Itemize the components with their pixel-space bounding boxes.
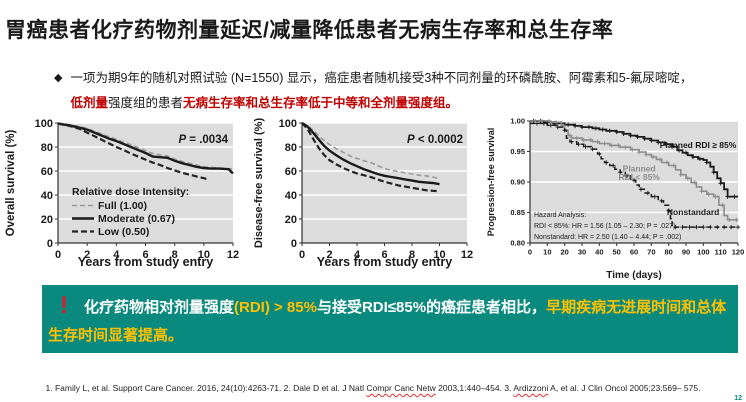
svg-text:0: 0 [47,238,53,250]
svg-text:80: 80 [664,248,672,257]
svg-text:Relative dose Intensity:: Relative dose Intensity: [72,186,189,198]
svg-text:20: 20 [560,248,568,257]
key-message-banner: ! 化疗药物相对剂量强度(RDI) > 85%与接受RDI≤85%的癌症患者相比，… [42,285,738,353]
text-segment: 强度组的患者 [107,96,183,110]
svg-text:8: 8 [172,249,178,261]
svg-text:Nonstandard: Nonstandard [667,207,719,217]
svg-text:12: 12 [461,249,473,261]
text-segment: 一项为期9年的随机对照试验 (N=1550) 显示，癌症患者随机接受3种不同剂量… [70,71,693,85]
banner-text: ! 化疗药物相对剂量强度(RDI) > 85%与接受RDI≤85%的癌症患者相比，… [48,291,728,350]
svg-text:0.95: 0.95 [510,147,525,156]
svg-text:Hazard Analysis:: Hazard Analysis: [534,212,586,219]
svg-text:0.85: 0.85 [510,208,525,217]
svg-text:40: 40 [285,190,297,202]
svg-text:0.80: 0.80 [510,239,525,248]
bullet-text: 一项为期9年的随机对照试验 (N=1550) 显示，癌症患者随机接受3种不同剂量… [70,66,692,116]
svg-text:Low (0.50): Low (0.50) [98,226,149,238]
text-segment: 低剂量 [70,96,108,110]
exclamation-icon: ! [60,292,68,319]
svg-text:Time (days): Time (days) [606,270,661,281]
svg-text:20: 20 [41,214,53,226]
svg-text:20: 20 [285,214,297,226]
svg-text:Years from study entry: Years from study entry [78,255,214,269]
svg-text:0: 0 [299,249,305,261]
svg-text:Moderate (0.67): Moderate (0.67) [98,213,175,225]
svg-text:100: 100 [35,118,53,130]
svg-text:6: 6 [381,249,387,261]
svg-text:110: 110 [715,248,727,257]
svg-text:0: 0 [528,248,532,257]
svg-text:10: 10 [198,249,210,261]
svg-text:120: 120 [732,248,745,257]
svg-text:100: 100 [697,248,710,257]
svg-text:40: 40 [595,248,603,257]
svg-text:P < 0.0002: P < 0.0002 [407,134,463,146]
svg-text:90: 90 [682,248,690,257]
svg-text:60: 60 [285,166,297,178]
svg-text:Planned: Planned [623,164,656,174]
svg-text:70: 70 [647,248,655,257]
svg-text:Full (1.00): Full (1.00) [98,200,147,212]
svg-text:60: 60 [630,248,638,257]
svg-text:10: 10 [433,249,445,261]
svg-text:Planned RDI ≥ 85%: Planned RDI ≥ 85% [660,140,737,150]
svg-text:RDI < 85%: HR = 1.56 (1.05 – 2: RDI < 85%: HR = 1.56 (1.05 – 2.30; P = .… [534,223,675,230]
svg-text:4: 4 [113,249,120,261]
svg-text:Nonstandard: HR = 2.50 (1.40 –: Nonstandard: HR = 2.50 (1.40 – 4.44; P =… [534,234,681,241]
text-segment: A, et al. J Clin Oncol 2005;23:569– 575. [548,383,701,393]
svg-text:60: 60 [41,166,53,178]
svg-text:100: 100 [279,118,297,130]
page-number: 12 [734,395,742,402]
chart-progression-free-survival: 0.80 0.85 0.90 0.95 1.00 0 10 20 30 40 50 60 70 80 90 1… [486,115,746,286]
text-segment: 化疗药物相对剂量强度 [84,299,235,316]
svg-text:P = .0034: P = .0034 [178,134,228,146]
text-segment: Compr Canc Netw [366,383,436,393]
svg-text:Disease-free survival (%): Disease-free survival (%) [253,118,265,249]
svg-text:Progression-free survival: Progression-free survival [486,128,496,237]
svg-text:80: 80 [41,142,53,154]
banner-message: 化疗药物相对剂量强度(RDI) > 85%与接受RDI≤85%的癌症患者相比，早… [48,299,726,344]
svg-text:Years from study entry: Years from study entry [317,255,453,269]
svg-text:1.00: 1.00 [510,117,525,126]
svg-text:80: 80 [285,142,297,154]
svg-text:10: 10 [543,248,551,257]
chart-overall-survival: 0 20 40 60 80 100 0 2 4 6 8 10 12 Years from study en… [4,117,241,274]
text-segment: 早期疾病无进展时间和总体 [546,299,727,316]
svg-text:6: 6 [142,249,148,261]
svg-text:8: 8 [409,249,415,261]
disease-free-survival-km-plot: 0 20 40 60 80 100 0 2 4 6 8 10 12 Years from study en… [253,118,473,269]
diamond-bullet-icon: ◆ [54,72,63,84]
bullet-point: ◆ 一项为期9年的随机对照试验 (N=1550) 显示，癌症患者随机接受3种不同… [54,66,744,116]
svg-text:0.90: 0.90 [510,178,525,187]
text-segment: 与接受RDI≤85%的癌症患者相比， [316,299,547,316]
text-segment: 1. Family L, et al. Support Care Cancer.… [45,383,367,393]
page-title: 胃癌患者化疗药物剂量延迟/减量降低患者无病生存率和总生存率 [5,19,614,42]
svg-text:4: 4 [354,249,361,261]
svg-text:40: 40 [41,190,53,202]
svg-text:12: 12 [227,249,239,261]
progression-free-survival-km-plot: 0.80 0.85 0.90 0.95 1.00 0 10 20 30 40 50 60 70 80 90 1… [486,117,745,281]
text-segment: 2003,1:440–454. 3. [435,383,514,393]
svg-text:Overall survival (%): Overall survival (%) [5,129,17,236]
svg-text:0: 0 [55,249,61,261]
text-segment: 生存时间显著提高。 [48,327,184,344]
svg-text:50: 50 [612,248,620,257]
text-segment: 无病生存率和总生存率低于中等和全剂量强度组。 [183,96,459,110]
chart-disease-free-survival: 0 20 40 60 80 100 0 2 4 6 8 10 12 Years from study en… [252,117,479,274]
text-segment: Ardizzoni [513,383,549,393]
svg-text:RDI < 85%: RDI < 85% [619,172,661,182]
svg-text:2: 2 [84,249,90,261]
svg-text:2: 2 [326,249,332,261]
svg-text:0: 0 [291,238,297,250]
text-segment: (RDI) > 85% [234,299,317,316]
references: 1. Family L, et al. Support Care Cancer.… [0,383,746,393]
overall-survival-km-plot: 0 20 40 60 80 100 0 2 4 6 8 10 12 Years from study en… [5,118,239,269]
svg-text:30: 30 [578,248,586,257]
